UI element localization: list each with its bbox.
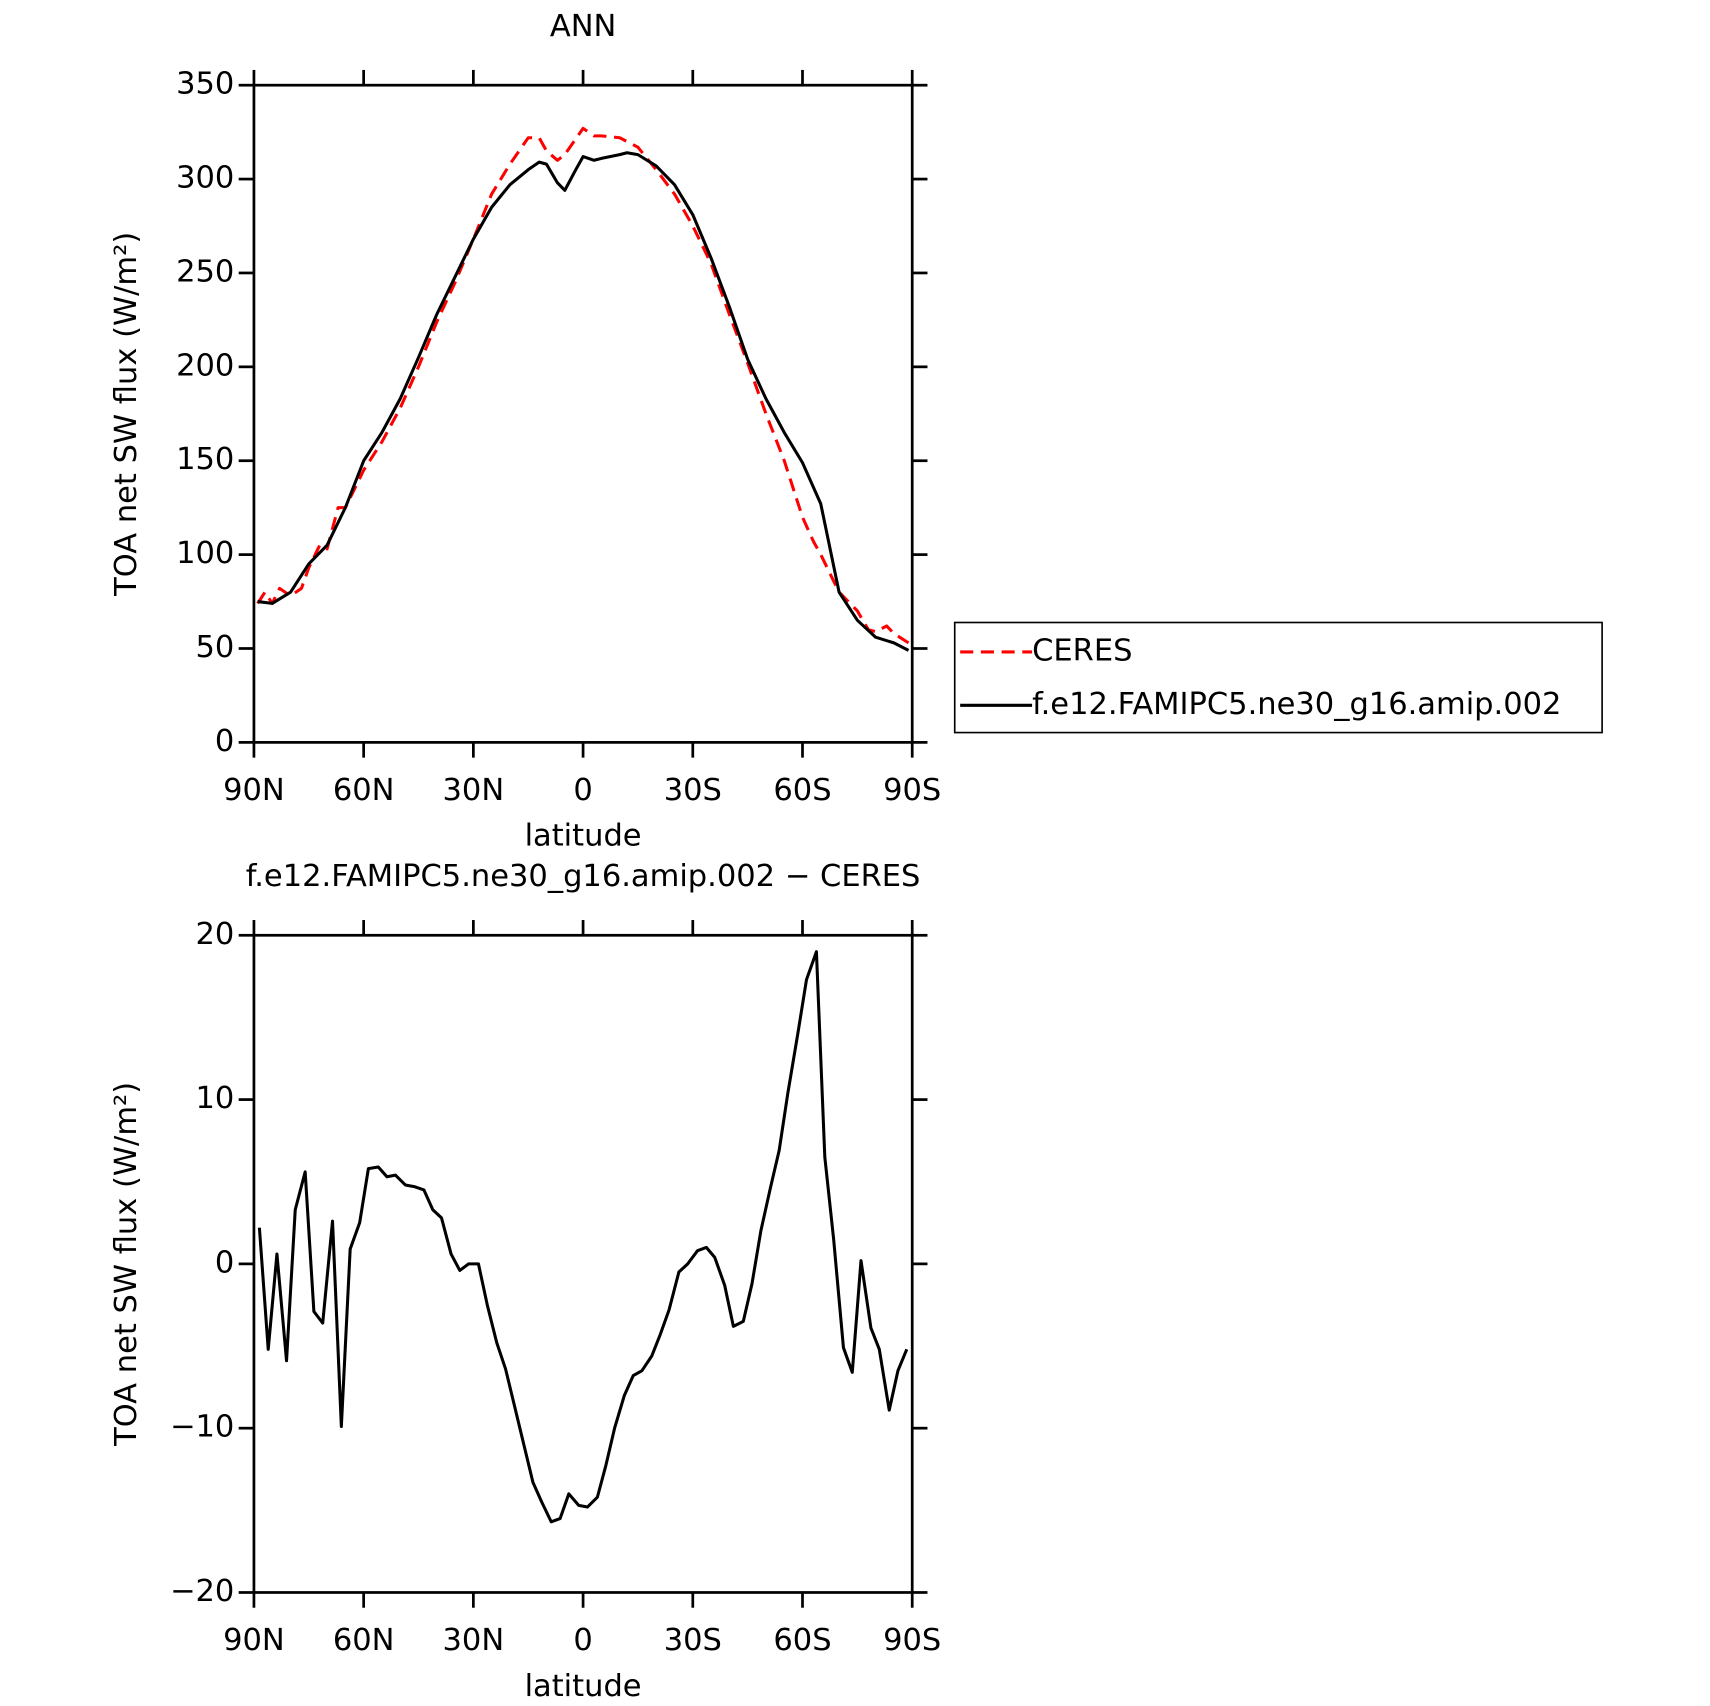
y-tick-label: 200 (176, 348, 234, 383)
x-tick-label: 60N (333, 1623, 395, 1658)
x-tick-label: 30N (443, 773, 505, 808)
y-tick-label: 150 (176, 442, 234, 477)
y-tick-label: 300 (176, 161, 234, 196)
x-tick-label: 90N (223, 1623, 285, 1658)
y-tick-label: 100 (176, 536, 234, 571)
data-line (256, 126, 910, 645)
x-tick-label: 60S (773, 773, 831, 808)
x-tick-label: 60S (773, 1623, 831, 1658)
x-tick-label: 90S (883, 1623, 941, 1658)
y-tick-label: 350 (176, 67, 234, 102)
data-line (257, 151, 910, 652)
x-axis-label: latitude (525, 1669, 642, 1704)
y-tick-label: −20 (170, 1574, 234, 1609)
legend-box (953, 621, 1603, 734)
x-tick-label: 30N (443, 1623, 505, 1658)
chart-title: f.e12.FAMIPC5.ne30_g16.amip.002 − CERES (246, 859, 921, 894)
chart-title: ANN (550, 9, 617, 44)
y-tick-label: 250 (176, 254, 234, 289)
x-tick-label: 0 (573, 1623, 592, 1658)
y-tick-label: 20 (196, 917, 235, 952)
legend-label: f.e12.FAMIPC5.ne30_g16.amip.002 (1032, 687, 1561, 722)
y-axis-label: TOA net SW flux (W/m²) (109, 1082, 144, 1447)
plot-frame (252, 83, 914, 744)
x-tick-label: 90N (223, 773, 285, 808)
y-tick-label: 0 (215, 1245, 234, 1280)
y-tick-label: 0 (215, 724, 234, 759)
x-tick-label: 0 (573, 773, 592, 808)
x-axis-label: latitude (525, 819, 642, 854)
y-tick-label: 10 (196, 1081, 235, 1116)
x-tick-label: 90S (883, 773, 941, 808)
plot-frame (252, 933, 914, 1594)
x-tick-label: 60N (333, 773, 395, 808)
y-axis-label: TOA net SW flux (W/m²) (109, 232, 144, 597)
x-tick-label: 30S (664, 1623, 722, 1658)
y-tick-label: −10 (170, 1410, 234, 1445)
legend-label: CERES (1032, 633, 1132, 668)
y-tick-label: 50 (196, 630, 235, 665)
x-tick-label: 30S (664, 773, 722, 808)
data-line (257, 950, 909, 1524)
